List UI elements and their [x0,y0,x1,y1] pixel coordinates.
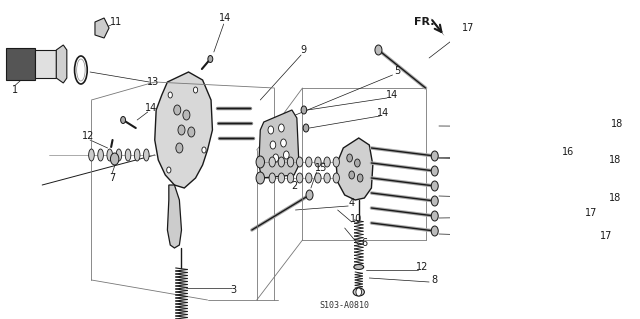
FancyArrowPatch shape [432,20,442,32]
Text: 9: 9 [301,45,307,55]
Text: 14: 14 [219,13,231,23]
Text: 14: 14 [145,103,157,113]
Circle shape [355,159,360,167]
Text: 8: 8 [431,275,437,285]
Circle shape [347,154,353,162]
Circle shape [431,226,438,236]
Circle shape [356,288,362,296]
Ellipse shape [125,149,131,161]
Circle shape [284,151,289,159]
Circle shape [188,127,195,137]
Polygon shape [336,138,373,200]
Text: 10: 10 [350,214,362,224]
Ellipse shape [333,157,339,167]
Text: 6: 6 [362,238,367,248]
Ellipse shape [107,149,113,161]
Ellipse shape [324,173,330,183]
Text: 3: 3 [230,285,237,295]
Text: FR.: FR. [413,17,434,27]
Ellipse shape [324,157,330,167]
Ellipse shape [269,173,275,183]
Bar [6,48,35,80]
Text: 4: 4 [349,198,355,208]
Circle shape [168,92,172,98]
Text: 17: 17 [600,231,612,241]
Circle shape [431,211,438,221]
Ellipse shape [315,157,321,167]
Text: 15: 15 [316,163,328,173]
Text: S103-A0810: S103-A0810 [320,300,370,309]
Ellipse shape [296,173,303,183]
Text: 1: 1 [12,85,19,95]
Circle shape [183,110,190,120]
Circle shape [431,181,438,191]
Circle shape [178,125,185,135]
Circle shape [256,172,264,184]
Ellipse shape [278,173,285,183]
Ellipse shape [315,173,321,183]
Text: 17: 17 [585,208,597,218]
Circle shape [111,153,119,165]
Text: 16: 16 [563,147,575,157]
Text: 13: 13 [147,77,159,87]
Circle shape [202,147,206,153]
Circle shape [375,45,382,55]
Ellipse shape [88,149,94,161]
Ellipse shape [306,173,312,183]
Circle shape [431,196,438,206]
Ellipse shape [98,149,104,161]
Ellipse shape [287,157,294,167]
Text: 18: 18 [609,155,621,165]
Text: 2: 2 [291,181,297,191]
Polygon shape [431,18,445,36]
Polygon shape [155,72,212,188]
Ellipse shape [306,157,312,167]
Circle shape [120,116,125,123]
Circle shape [306,190,313,200]
Circle shape [270,141,276,149]
Text: 12: 12 [416,262,428,272]
Ellipse shape [353,288,364,296]
Text: 12: 12 [83,131,95,141]
Text: 5: 5 [394,66,401,76]
Text: 14: 14 [377,108,390,118]
Ellipse shape [333,173,339,183]
Ellipse shape [278,157,285,167]
Text: 18: 18 [611,119,623,129]
Circle shape [273,154,278,162]
Text: 14: 14 [387,90,399,100]
Circle shape [431,151,438,161]
Text: 7: 7 [109,173,115,183]
Polygon shape [168,185,182,248]
Circle shape [256,156,264,168]
Circle shape [193,87,198,93]
Circle shape [268,126,274,134]
Bar [35,50,56,78]
Circle shape [281,139,286,147]
Circle shape [349,171,355,179]
Ellipse shape [134,149,140,161]
Text: 18: 18 [609,193,621,203]
Circle shape [176,143,183,153]
Ellipse shape [269,157,275,167]
Circle shape [166,167,171,173]
Text: 17: 17 [461,23,474,33]
Circle shape [278,124,284,132]
Circle shape [431,166,438,176]
Circle shape [208,56,212,63]
Circle shape [357,174,363,182]
Circle shape [301,106,307,114]
Ellipse shape [296,157,303,167]
Circle shape [173,105,180,115]
Ellipse shape [143,149,149,161]
Polygon shape [95,18,109,38]
Ellipse shape [354,264,364,270]
Ellipse shape [287,173,294,183]
Text: 11: 11 [110,17,122,27]
Polygon shape [56,45,67,83]
Polygon shape [259,110,299,178]
Circle shape [303,124,309,132]
Ellipse shape [116,149,122,161]
